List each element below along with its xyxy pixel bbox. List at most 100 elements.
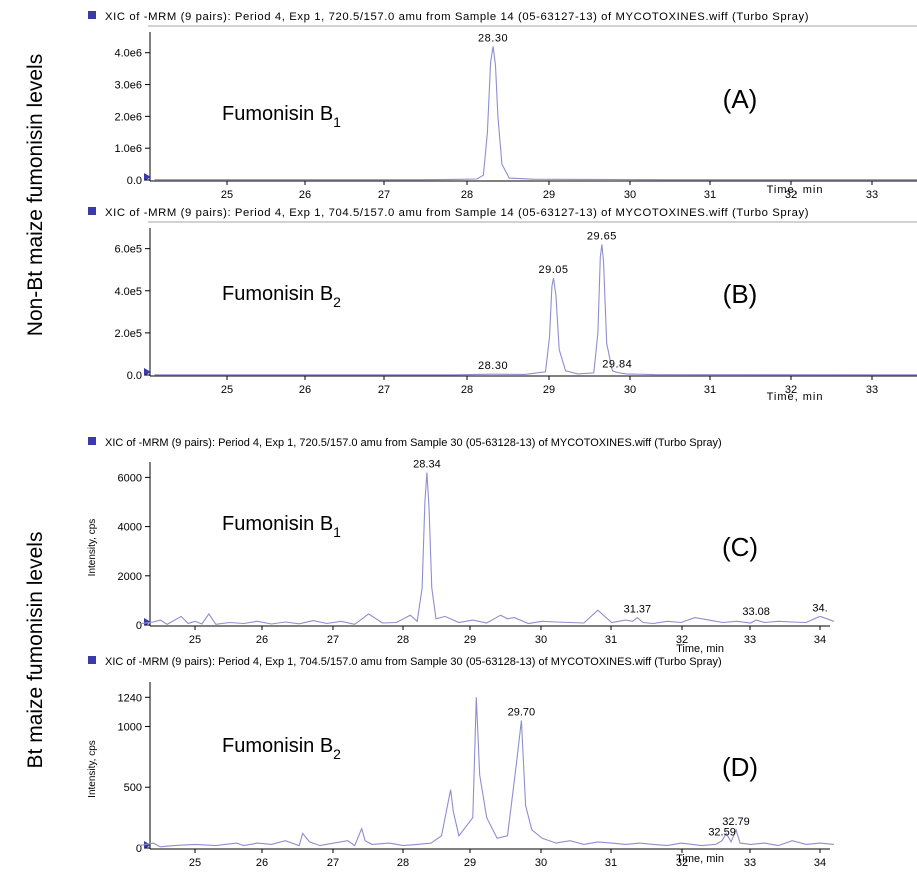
x-tick-label: 31 [605,857,617,869]
x-tick-label: 31 [605,634,617,646]
x-tick-label: 31 [704,384,716,396]
y-tick-label: 0.0 [127,175,142,187]
y-tick-label: 1000 [118,721,142,733]
compound-label: Fumonisin B1 [222,103,341,130]
x-tick-label: 34 [814,857,826,869]
y-axis-label: Intensity, cps [87,740,98,798]
header-marker-icon [88,656,96,664]
header-marker-icon [88,11,96,19]
x-axis-label: Time, min [676,853,724,865]
y-tick-label: 2.0e6 [114,111,142,123]
group-label-non-bt: Non-Bt maize fumonisin levels [24,54,47,336]
y-tick-label: 0 [136,843,142,855]
x-tick-label: 32 [785,189,797,201]
x-tick-label: 34 [814,634,826,646]
baseline-marker-icon [144,618,151,626]
x-tick-label: 27 [378,384,390,396]
compound-label: Fumonisin B2 [222,735,341,762]
x-tick-label: 27 [327,634,339,646]
header-marker-icon [88,207,96,215]
x-axis-label: Time, min [676,643,724,655]
x-tick-label: 28 [397,634,409,646]
x-tick-label: 30 [535,634,547,646]
x-tick-label: 33 [866,189,878,201]
y-tick-label: 4.0e6 [114,48,142,60]
compound-name: Fumonisin B [222,103,333,125]
compound-name: Fumonisin B [222,513,333,535]
x-tick-label: 26 [299,189,311,201]
group-label-bt: Bt maize fumonisin levels [24,532,47,769]
x-tick-label: 29 [543,384,555,396]
chromatogram-header: XIC of -MRM (9 pairs): Period 4, Exp 1, … [105,11,809,23]
x-tick-label: 33 [744,634,756,646]
x-tick-label: 25 [221,189,233,201]
chromatogram-panel-d: XIC of -MRM (9 pairs): Period 4, Exp 1, … [87,656,834,869]
x-tick-label: 33 [866,384,878,396]
peak-label: 29.70 [508,706,536,718]
x-tick-label: 31 [704,189,716,201]
compound-label: Fumonisin B2 [222,283,341,310]
peak-label: 32.79 [722,816,750,828]
y-tick-label: 0 [136,620,142,632]
x-tick-label: 28 [461,384,473,396]
baseline-marker-icon [144,841,151,849]
chromatogram-trace [154,244,917,376]
chromatogram-trace [139,697,834,848]
chromatogram-panel-b: XIC of -MRM (9 pairs): Period 4, Exp 1, … [88,207,917,403]
compound-subscript: 1 [333,114,341,130]
chromatogram-header: XIC of -MRM (9 pairs): Period 4, Exp 1, … [105,656,722,668]
peak-label: 33.08 [742,606,770,618]
x-tick-label: 25 [221,384,233,396]
y-tick-label: 3.0e6 [114,80,142,92]
x-tick-label: 25 [189,634,201,646]
x-tick-label: 25 [189,857,201,869]
peak-label: 28.34 [413,458,441,470]
y-tick-label: 1240 [118,692,142,704]
chromatogram-trace [154,46,917,181]
x-tick-label: 30 [535,857,547,869]
compound-name: Fumonisin B [222,735,333,757]
y-axis-label: Intensity, cps [87,519,98,577]
baseline-marker-icon [144,173,151,181]
x-tick-label: 26 [256,857,268,869]
chromatogram-header: XIC of -MRM (9 pairs): Period 4, Exp 1, … [105,207,809,219]
y-tick-label: 1.0e6 [114,143,142,155]
x-tick-label: 29 [464,857,476,869]
peak-label: 34. [812,602,827,614]
x-tick-label: 29 [464,634,476,646]
x-tick-label: 32 [785,384,797,396]
x-tick-label: 33 [744,857,756,869]
compound-subscript: 2 [333,746,341,762]
x-tick-label: 28 [461,189,473,201]
compound-label: Fumonisin B1 [222,513,341,540]
x-tick-label: 28 [397,857,409,869]
panel-label: (D) [722,752,758,782]
compound-name: Fumonisin B [222,283,333,305]
y-tick-label: 2.0e5 [114,328,142,340]
y-tick-label: 6000 [118,472,142,484]
peak-label: 28.30 [478,32,508,44]
x-tick-label: 27 [378,189,390,201]
panel-label: (B) [723,279,758,309]
peak-label: 32.59 [708,827,736,839]
panel-label: (A) [723,84,758,114]
y-tick-label: 0.0 [127,370,142,382]
chromatogram-header: XIC of -MRM (9 pairs): Period 4, Exp 1, … [105,437,722,449]
peak-label: 31.37 [624,604,652,616]
x-tick-label: 30 [624,189,636,201]
x-tick-label: 30 [624,384,636,396]
y-tick-label: 4.0e5 [114,286,142,298]
chromatogram-trace [139,472,835,625]
header-marker-icon [88,437,96,445]
y-tick-label: 4000 [118,522,142,534]
compound-subscript: 1 [333,524,341,540]
x-tick-label: 26 [299,384,311,396]
x-tick-label: 26 [256,634,268,646]
peak-label: 29.05 [539,264,569,276]
x-tick-label: 29 [543,189,555,201]
y-tick-label: 500 [124,782,142,794]
peak-label: 28.30 [478,360,508,372]
x-tick-label: 27 [327,857,339,869]
x-tick-label: 32 [676,857,688,869]
